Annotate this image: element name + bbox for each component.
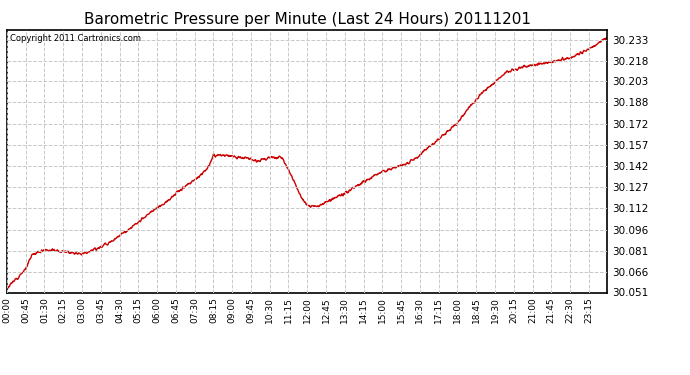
Title: Barometric Pressure per Minute (Last 24 Hours) 20111201: Barometric Pressure per Minute (Last 24 …: [83, 12, 531, 27]
Text: Copyright 2011 Cartronics.com: Copyright 2011 Cartronics.com: [10, 34, 141, 43]
